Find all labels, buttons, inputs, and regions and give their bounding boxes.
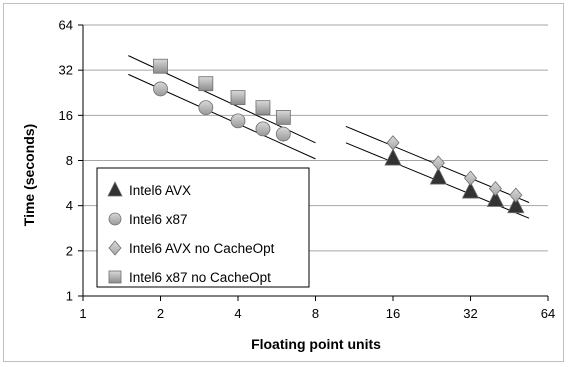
x-tick-label: 2	[157, 306, 164, 321]
x-tick-label: 16	[386, 306, 400, 321]
legend: Intel6 AVX Intel6 x87 Intel6 AVX no CacheO…	[96, 167, 310, 288]
series-intel6-avx	[384, 148, 525, 214]
axis-layer: 1 2 4 8 16 32 64 1 2 4 8 16 32 64	[59, 18, 556, 322]
x-tick-label: 64	[541, 306, 555, 321]
data-point	[386, 135, 400, 151]
data-point	[198, 76, 214, 92]
series-intel6-avx-no-cacheopt	[386, 135, 523, 203]
y-tick-label: 8	[66, 153, 73, 168]
legend-label: Intel6 AVX no CacheOpt	[129, 241, 275, 256]
data-point	[153, 58, 168, 74]
y-tick-label: 4	[66, 198, 73, 213]
data-point	[255, 121, 271, 137]
legend-label: Intel6 x87 no CacheOpt	[129, 270, 271, 285]
legend-marker	[108, 270, 122, 284]
y-tick-label: 64	[59, 18, 73, 33]
x-tick-label: 32	[463, 306, 477, 321]
legend-marker	[107, 181, 123, 197]
data-point	[153, 81, 168, 97]
y-tick-label: 1	[66, 289, 73, 304]
data-point	[275, 110, 291, 125]
data-point	[429, 167, 447, 185]
data-point	[198, 100, 214, 116]
data-point	[230, 90, 246, 106]
data-point	[488, 180, 502, 197]
y-tick-label: 32	[59, 63, 73, 78]
series-intel6-x87	[153, 81, 291, 142]
data-point	[509, 187, 523, 203]
data-point	[461, 181, 480, 199]
legend-box	[96, 167, 310, 288]
data-point	[255, 100, 271, 116]
x-tick-label: 8	[312, 306, 319, 321]
data-point	[507, 195, 525, 214]
series-intel6-x87-no-cacheopt	[153, 58, 291, 125]
marker-layer	[153, 58, 525, 214]
data-point	[486, 189, 505, 207]
data-point	[384, 148, 402, 166]
y-tick-label: 2	[66, 243, 73, 258]
y-axis-title: Time (seconds)	[21, 124, 37, 226]
data-point	[431, 155, 445, 171]
data-point	[275, 126, 291, 142]
chart-svg: 1 2 4 8 16 32 64 1 2 4 8 16 32 64 Floating point unit…	[3, 3, 564, 362]
x-tick-label: 4	[234, 306, 241, 321]
legend-marker	[108, 212, 122, 226]
legend-label: Intel6 AVX	[129, 183, 191, 198]
legend-label: Intel6 x87	[129, 212, 188, 227]
legend-marker	[108, 240, 122, 256]
x-tick-label: 1	[79, 306, 86, 321]
chart-frame: 1 2 4 8 16 32 64 1 2 4 8 16 32 64 Floating point unit…	[3, 3, 565, 363]
data-point	[463, 170, 478, 186]
data-point	[230, 113, 246, 129]
x-axis-title: Floating point units	[251, 336, 381, 352]
legend-items: Intel6 AVX Intel6 x87 Intel6 AVX no CacheO…	[107, 181, 275, 285]
y-tick-label: 16	[59, 108, 73, 123]
